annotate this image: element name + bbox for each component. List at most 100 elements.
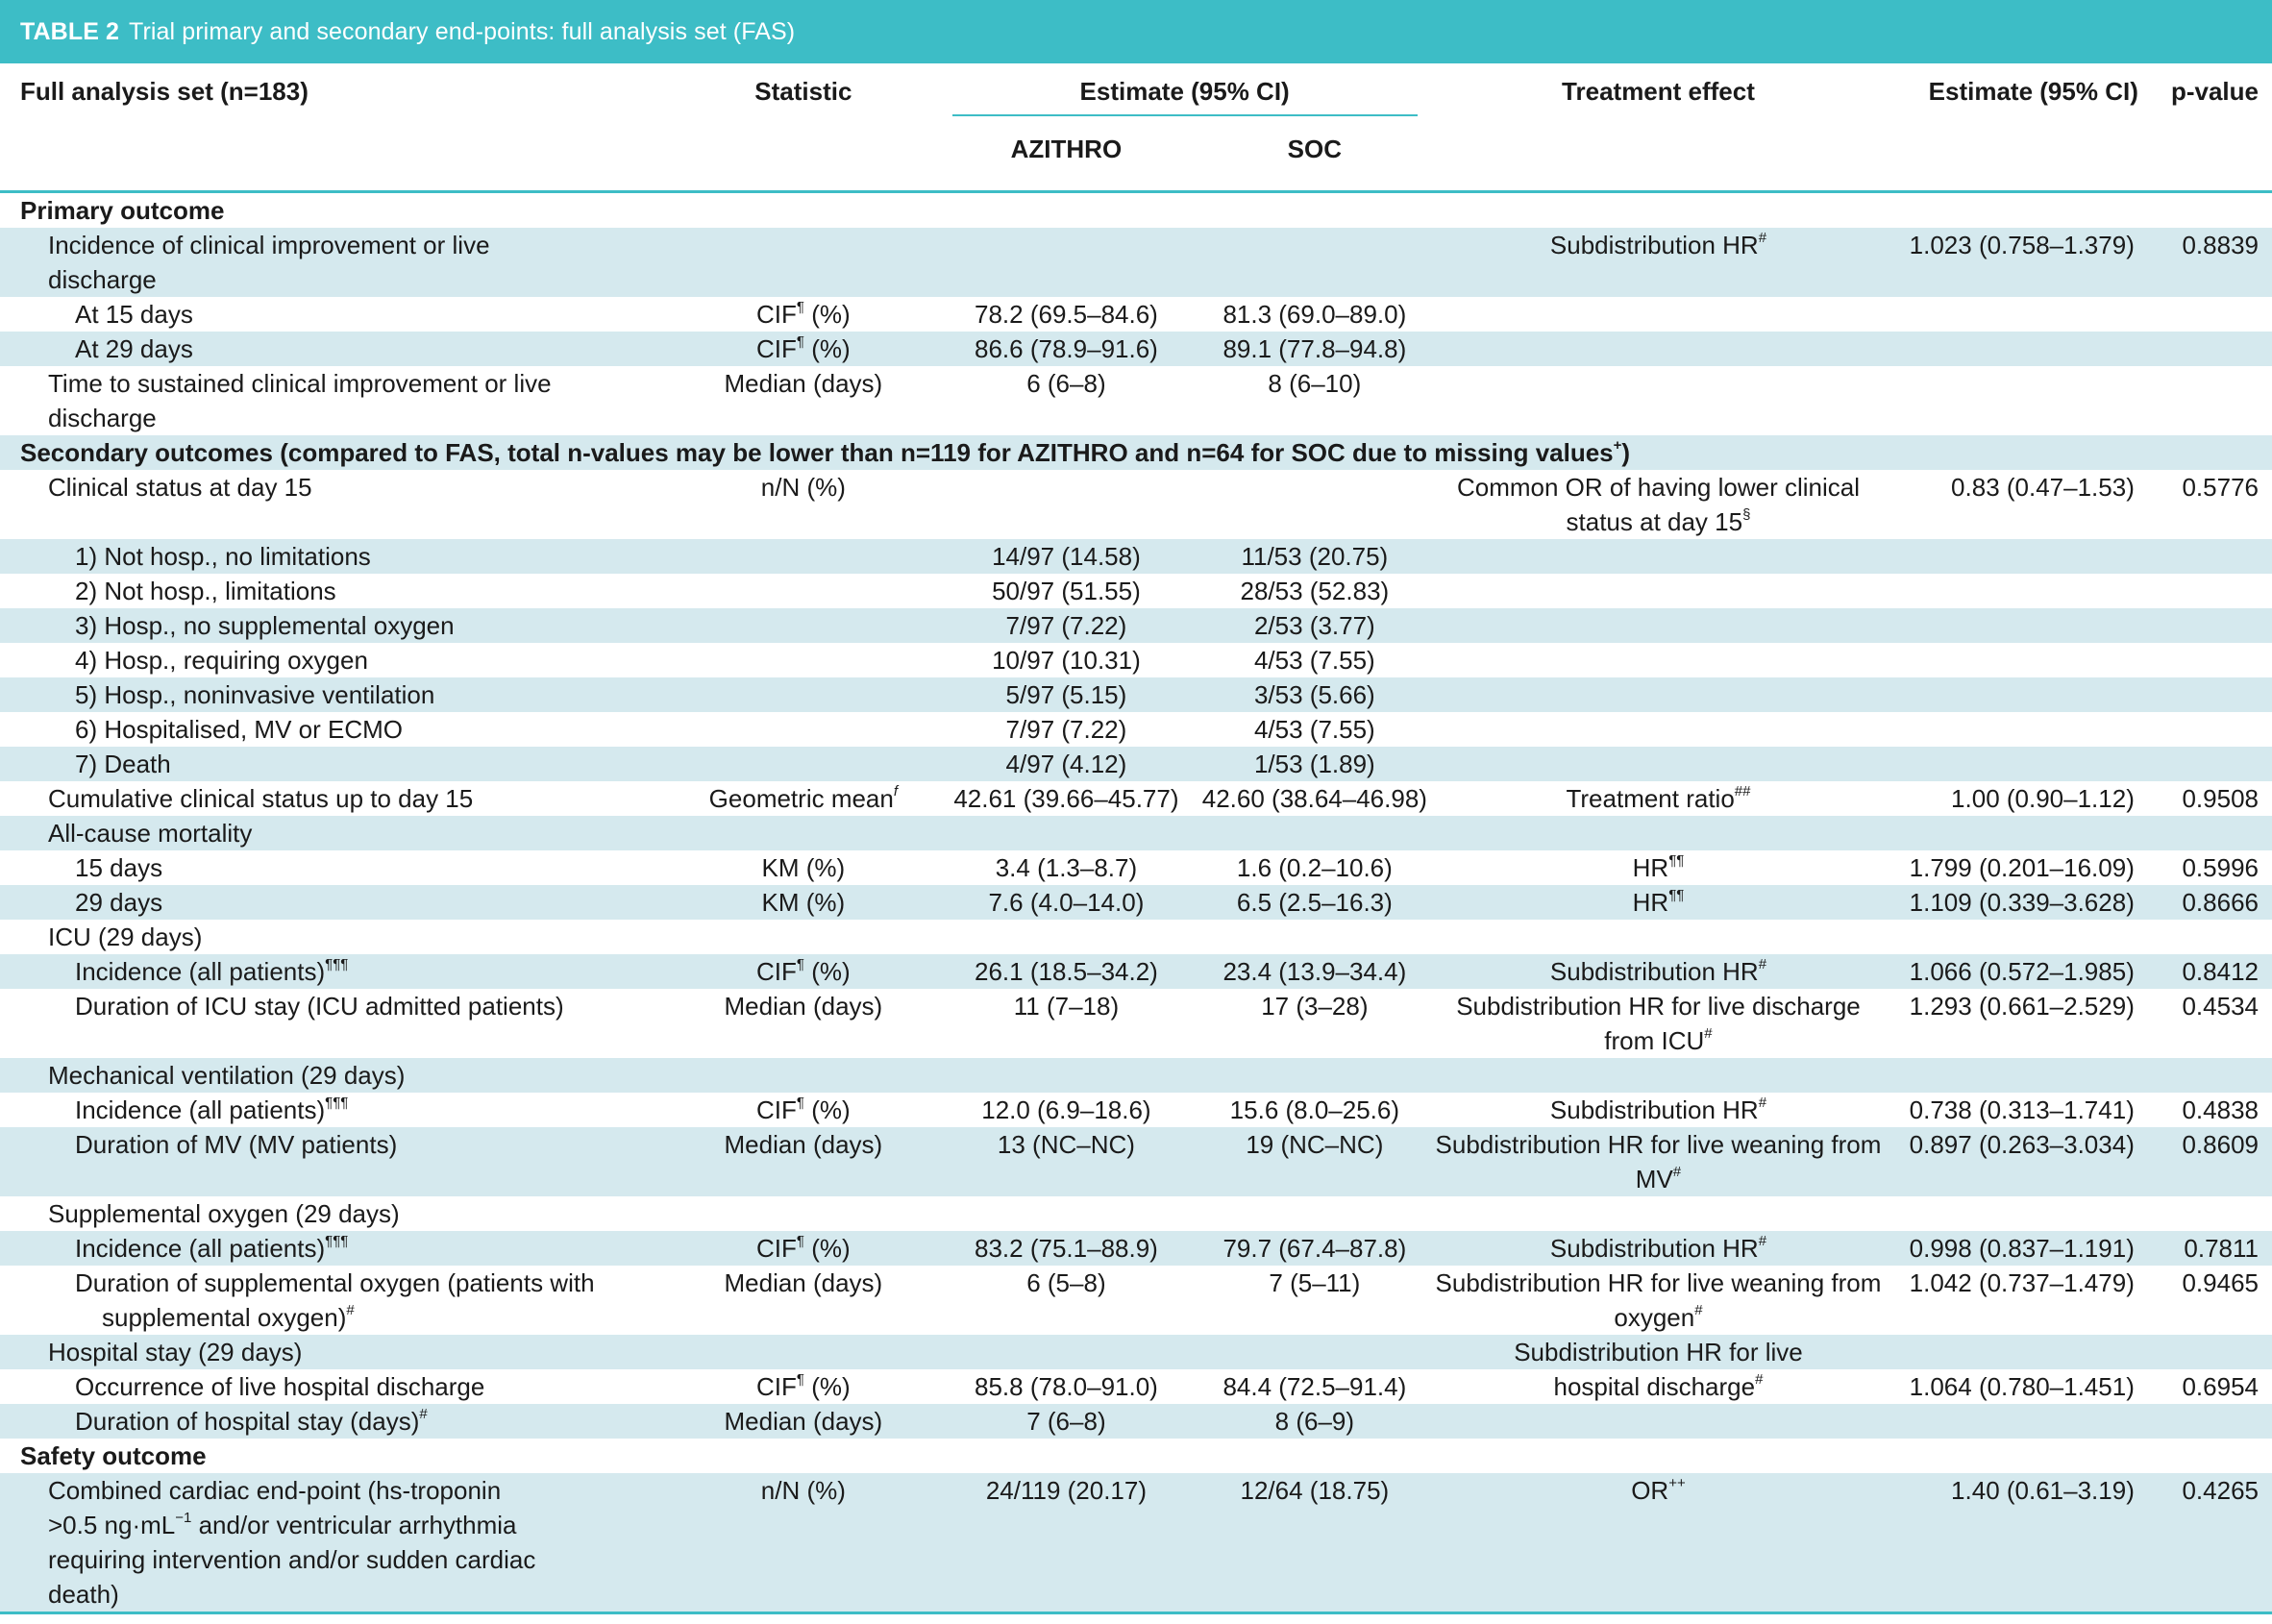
azithro-cell: 7/97 (7.22) <box>1005 715 1127 744</box>
row-label: 5) Hosp., noninvasive ventilation <box>0 677 671 712</box>
soc-cell: 23.4 (13.9–34.4) <box>1196 954 1434 989</box>
row-label: Clinical status at day 15 <box>48 473 312 502</box>
effect-estimate-cell: 0.738 (0.313–1.741) <box>1909 1095 2135 1124</box>
soc-cell: 6.5 (2.5–16.3) <box>1196 885 1434 920</box>
row-label: Incidence (all patients)¶¶¶ <box>75 1095 349 1124</box>
effect-estimate-cell: 1.023 (0.758–1.379) <box>1883 228 2156 297</box>
statistic-cell: Median (days) <box>724 1268 883 1297</box>
effect-estimate-cell: 1.066 (0.572–1.985) <box>1883 954 2156 989</box>
azithro-cell: 11 (7–18) <box>1013 992 1120 1021</box>
table-row: Incidence of clinical improvement or liv… <box>0 228 2272 297</box>
statistic-cell: CIF¶ (%) <box>670 954 937 989</box>
row-label: Incidence of clinical improvement or liv… <box>0 228 671 297</box>
row-label: 4) Hosp., requiring oxygen <box>75 646 368 675</box>
statistic-cell: Geometric meanf <box>708 783 899 813</box>
table-row: Cumulative clinical status up to day 15 … <box>0 781 2272 816</box>
header-full-analysis-set: Full analysis set (n=183) <box>20 77 309 106</box>
results-table: Full analysis set (n=183) Statistic Esti… <box>0 63 2272 1615</box>
soc-cell: 79.7 (67.4–87.8) <box>1196 1231 1434 1266</box>
azithro-cell: 6 (6–8) <box>1026 369 1106 398</box>
table-label: TABLE 2 <box>20 17 120 45</box>
row-label: 2) Not hosp., limitations <box>75 577 336 605</box>
table-row: All-cause mortality <box>0 816 2272 850</box>
table-title: Trial primary and secondary end-points: … <box>129 17 796 45</box>
effect-estimate-cell: 1.00 (0.90–1.12) <box>1951 784 2135 813</box>
table-row: Clinical status at day 15 n/N (%) Common… <box>0 470 2272 539</box>
p-value-cell: 0.9508 <box>2182 784 2259 813</box>
effect-estimate-cell: 1.109 (0.339–3.628) <box>1883 885 2156 920</box>
table-row: Duration of ICU stay (ICU admitted patie… <box>0 989 2272 1058</box>
row-label: Incidence (all patients)¶¶¶ <box>0 954 671 989</box>
azithro-cell: 10/97 (10.31) <box>992 646 1141 675</box>
p-value-cell: 0.9465 <box>2182 1268 2259 1297</box>
statistic-cell: KM (%) <box>761 853 846 882</box>
table-row: Secondary outcomes (compared to FAS, tot… <box>0 435 2272 470</box>
azithro-cell: 7/97 (7.22) <box>936 608 1197 643</box>
header-estimate-label: Estimate (95% CI) <box>951 77 1418 116</box>
table-row: Occurrence of live hospital discharge CI… <box>0 1369 2272 1404</box>
azithro-cell: 78.2 (69.5–84.6) <box>975 300 1158 329</box>
row-label: Duration of ICU stay (ICU admitted patie… <box>75 992 564 1021</box>
row-label: Incidence (all patients)¶¶¶ <box>0 1231 671 1266</box>
treatment-effect-cell: Subdistribution HR for live discharge fro… <box>1456 992 1861 1055</box>
header-statistic: Statistic <box>754 77 852 106</box>
statistic-cell: Median (days) <box>724 369 883 398</box>
p-value-cell: 0.4534 <box>2182 992 2259 1021</box>
table-row: Incidence (all patients)¶¶¶ CIF¶ (%) 26.… <box>0 954 2272 989</box>
statistic-cell: CIF¶ (%) <box>670 1231 937 1266</box>
table-row: At 15 days CIF¶ (%) 78.2 (69.5–84.6) 81.… <box>0 297 2272 332</box>
row-label: Cumulative clinical status up to day 15 <box>48 784 474 813</box>
soc-cell: 3/53 (5.66) <box>1196 677 1434 712</box>
row-label: Combined cardiac end-point (hs-troponin … <box>0 1473 671 1613</box>
p-value-cell: 0.5776 <box>2182 473 2259 502</box>
statistic-cell: n/N (%) <box>760 473 846 502</box>
soc-cell: 15.6 (8.0–25.6) <box>1229 1095 1400 1124</box>
row-label: 7) Death <box>0 747 671 781</box>
table-row: Duration of supplemental oxygen (patient… <box>0 1266 2272 1335</box>
table-row: Hospital stay (29 days) Subdistribution … <box>0 1335 2272 1369</box>
soc-cell: 19 (NC–NC) <box>1196 1127 1434 1196</box>
p-value-cell: 0.8839 <box>2155 228 2272 297</box>
table-row: 4) Hosp., requiring oxygen 10/97 (10.31)… <box>0 643 2272 677</box>
azithro-cell: 7 (6–8) <box>936 1404 1197 1439</box>
soc-cell: 1/53 (1.89) <box>1196 747 1434 781</box>
row-label: ICU (29 days) <box>48 923 203 951</box>
row-label: Duration of MV (MV patients) <box>0 1127 671 1196</box>
treatment-effect-cell: Subdistribution HR# <box>1549 1095 1767 1124</box>
table-title-bar: TABLE 2 Trial primary and secondary end-… <box>0 0 2272 63</box>
treatment-effect-cell: Subdistribution HR for live weaning from… <box>1433 1127 1884 1196</box>
table-row: Primary outcome <box>0 192 2272 229</box>
p-value-cell: 0.8609 <box>2155 1127 2272 1196</box>
azithro-cell: 83.2 (75.1–88.9) <box>936 1231 1197 1266</box>
p-value-cell: 0.6954 <box>2182 1372 2259 1401</box>
effect-estimate-cell: 1.064 (0.780–1.451) <box>1909 1372 2135 1401</box>
table-row: 2) Not hosp., limitations 50/97 (51.55) … <box>0 574 2272 608</box>
treatment-effect-cell: Treatment ratio## <box>1566 783 1751 813</box>
table-row: Supplemental oxygen (29 days) <box>0 1196 2272 1231</box>
row-label: 29 days <box>0 885 671 920</box>
header-treatment-effect: Treatment effect <box>1562 77 1755 106</box>
soc-cell: 17 (3–28) <box>1261 992 1369 1021</box>
row-label: 15 days <box>75 853 163 882</box>
row-label: At 29 days <box>0 332 671 366</box>
row-label: 1) Not hosp., no limitations <box>0 539 671 574</box>
table-row: Combined cardiac end-point (hs-troponin … <box>0 1473 2272 1613</box>
p-value-cell: 0.4838 <box>2182 1095 2259 1124</box>
row-label: Occurrence of live hospital discharge <box>75 1372 485 1401</box>
effect-estimate-cell: 1.293 (0.661–2.529) <box>1909 992 2135 1021</box>
azithro-cell: 3.4 (1.3–8.7) <box>995 853 1138 882</box>
row-label: Duration of supplemental oxygen (patient… <box>75 1268 595 1332</box>
table-row: ICU (29 days) <box>0 920 2272 954</box>
p-value-cell: 0.4265 <box>2155 1473 2272 1613</box>
soc-cell: 7 (5–11) <box>1269 1268 1361 1297</box>
p-value-cell: 0.8666 <box>2155 885 2272 920</box>
soc-cell: 8 (6–9) <box>1196 1404 1434 1439</box>
row-label: Duration of hospital stay (days)# <box>0 1404 671 1439</box>
table-row: At 29 days CIF¶ (%) 86.6 (78.9–91.6) 89.… <box>0 332 2272 366</box>
table-row: Incidence (all patients)¶¶¶ CIF¶ (%) 12.… <box>0 1093 2272 1127</box>
effect-estimate-cell: 0.83 (0.47–1.53) <box>1951 473 2135 502</box>
azithro-cell: 42.61 (39.66–45.77) <box>953 784 1179 813</box>
table-row: Mechanical ventilation (29 days) <box>0 1058 2272 1093</box>
soc-cell: 12/64 (18.75) <box>1196 1473 1434 1613</box>
azithro-cell: 86.6 (78.9–91.6) <box>936 332 1197 366</box>
